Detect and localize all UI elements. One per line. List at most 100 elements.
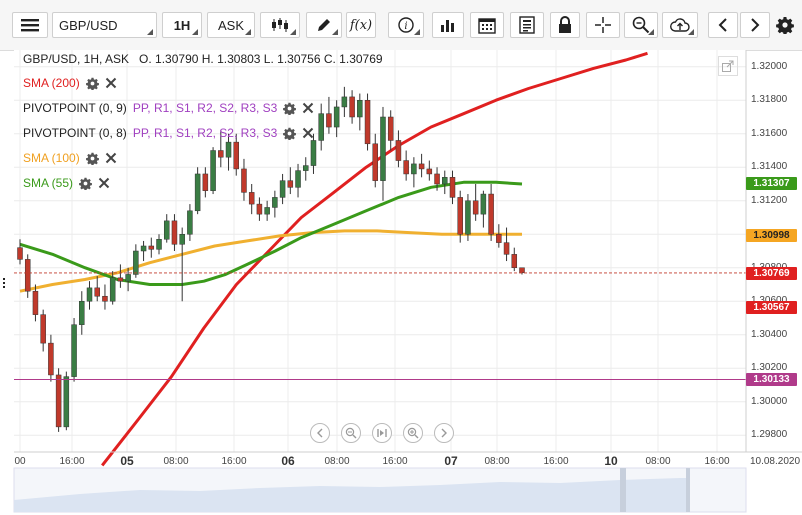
candle [17, 239, 23, 265]
close-icon[interactable] [105, 77, 117, 89]
candle [225, 133, 232, 171]
gear-icon[interactable] [283, 102, 297, 115]
price-side-select[interactable]: ASK [207, 12, 255, 38]
crosshair-button[interactable] [586, 12, 620, 38]
indicator-label: SMA (100) [23, 151, 80, 165]
candle-body [32, 290, 39, 315]
lock-button[interactable] [550, 12, 580, 38]
nav-back-button[interactable] [310, 423, 330, 443]
candle-body [310, 140, 317, 166]
time-tick-label: 16:00 [704, 456, 730, 467]
menu-button[interactable] [12, 12, 48, 38]
close-icon[interactable] [105, 152, 117, 164]
scroll-left-button[interactable] [708, 12, 738, 38]
candle-body [457, 197, 463, 235]
nav-forward-button[interactable] [434, 423, 454, 443]
chevron-down-icon [688, 29, 694, 35]
candle-body [442, 177, 448, 185]
candle-body [17, 247, 23, 260]
chevron-down-icon [192, 29, 198, 35]
indicator-row: SMA (200) [23, 76, 117, 90]
candle-body [380, 116, 386, 181]
candle [472, 184, 479, 221]
candle [140, 240, 147, 262]
gear-icon[interactable] [283, 127, 297, 140]
close-icon[interactable] [302, 127, 314, 139]
candle-body [79, 301, 85, 325]
gear-icon[interactable] [79, 177, 92, 190]
candle [387, 110, 394, 151]
candle [326, 96, 332, 134]
candle [349, 90, 355, 124]
upload-button[interactable] [662, 12, 698, 38]
gear-icon[interactable] [85, 77, 99, 90]
timeframe-select[interactable]: 1H [162, 12, 202, 38]
reset-button[interactable] [372, 423, 392, 443]
reset-icon [377, 429, 387, 437]
chevron-down-icon [332, 29, 338, 35]
cloud-upload-icon [670, 18, 690, 32]
candle-body [102, 295, 108, 302]
candle-body [341, 96, 348, 108]
candle [449, 170, 456, 205]
candle [411, 157, 417, 188]
zoom-out-button[interactable] [341, 423, 361, 443]
chart-type-button[interactable] [260, 12, 300, 38]
price-tick-label: 1.32000 [751, 60, 788, 72]
time-tick-label: 08:00 [324, 456, 350, 467]
indicator-controls [283, 102, 314, 115]
candle-body [496, 234, 502, 243]
candle-body [133, 250, 139, 275]
price-tick-label: 1.30200 [751, 362, 788, 374]
info-button[interactable]: i [388, 12, 424, 38]
candle [163, 214, 170, 243]
symbol-label: GBP/USD [59, 17, 118, 33]
news-button[interactable] [510, 12, 544, 38]
indicator-row: SMA (100) [23, 151, 117, 165]
candle-body [287, 180, 294, 188]
draw-tool-button[interactable] [306, 12, 342, 38]
zoom-button[interactable] [624, 12, 658, 38]
candle-body [411, 163, 417, 175]
candle-body [187, 210, 193, 235]
candle-body [256, 203, 263, 215]
gear-icon[interactable] [85, 152, 99, 165]
candle-body [202, 173, 209, 191]
scroll-right-button[interactable] [740, 12, 770, 38]
quote-line: GBP/USD, 1H, ASK O. 1.30790 H. 1.30803 L… [23, 52, 383, 66]
candle [442, 170, 448, 195]
price-tick-label: 1.31200 [751, 194, 788, 206]
candle-body [24, 259, 31, 292]
navigator-left-handle[interactable] [620, 468, 626, 512]
candle-body [140, 245, 147, 252]
candle-body [194, 173, 201, 212]
volume-button[interactable] [432, 12, 464, 38]
indicator-button[interactable]: f(x) [346, 12, 376, 38]
symbol-select[interactable]: GBP/USD [52, 12, 157, 38]
candle [117, 264, 124, 288]
chevron-down-icon [147, 29, 153, 35]
candle-body [210, 150, 216, 191]
expand-button[interactable] [718, 56, 738, 76]
price-chart[interactable] [0, 50, 802, 515]
candle-body [395, 140, 402, 161]
level-lines [14, 272, 746, 380]
candle-body [63, 376, 70, 428]
zoom-in-button[interactable] [403, 423, 423, 443]
chevron-down-icon [245, 29, 251, 35]
close-icon[interactable] [98, 177, 110, 189]
close-icon[interactable] [302, 102, 314, 114]
candle-body [511, 254, 518, 269]
chevron-left-icon [718, 18, 727, 32]
candle-body [94, 287, 100, 297]
candle-body [318, 113, 324, 141]
time-tick-label: 08:00 [484, 456, 510, 467]
calendar-button[interactable] [470, 12, 504, 38]
candle [24, 254, 31, 298]
settings-button[interactable] [772, 12, 798, 38]
navigator-right-handle[interactable] [686, 468, 690, 512]
candle-body [264, 207, 270, 215]
candle-body [449, 177, 456, 198]
candle [179, 227, 185, 302]
gear-icon [776, 17, 794, 34]
